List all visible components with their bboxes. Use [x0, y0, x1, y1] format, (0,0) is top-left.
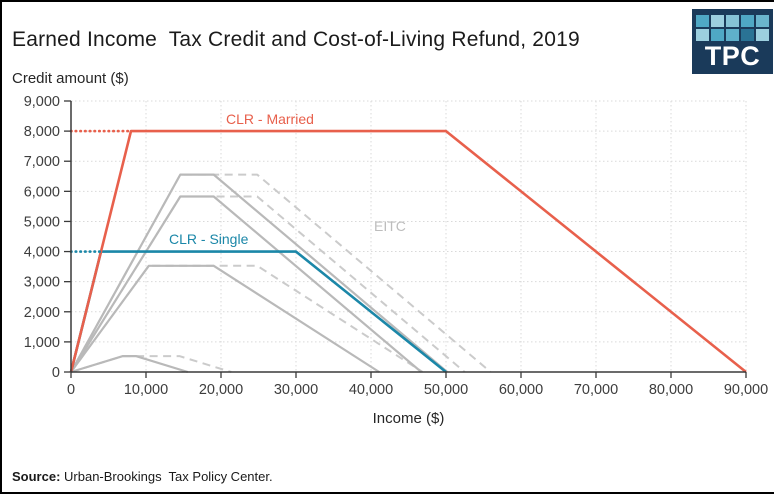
tpc-logo-squares-row2 [696, 29, 769, 41]
series-eitc-single-2-children [70, 195, 423, 373]
y-tick-label-9000: 9,000 [24, 94, 60, 110]
y-tick-label-8000: 8,000 [24, 124, 60, 140]
tpc-logo-square-row2-5 [756, 29, 769, 41]
clr-married-label: CLR - Married [226, 111, 314, 127]
x-tick-label-30000: 30,000 [274, 382, 318, 398]
tpc-logo-text: TPC [704, 41, 761, 71]
y-tick-label-7000: 7,000 [24, 154, 60, 170]
y-tick-label-3000: 3,000 [24, 275, 60, 291]
series-eitc-married-2-children [70, 195, 466, 373]
tpc-logo-square-row1-4 [741, 15, 754, 27]
x-tick-label-80000: 80,000 [649, 382, 693, 398]
y-axis-title: Credit amount ($) [12, 70, 129, 87]
x-tick-label-40000: 40,000 [349, 382, 393, 398]
tpc-logo-squares-grid [696, 15, 769, 41]
series-clr-married [69, 129, 747, 374]
series-eitc-married-3-children [70, 173, 492, 373]
source-label: Source: [12, 469, 61, 484]
tpc-logo-square-row1-5 [756, 15, 769, 27]
y-tick-label-0: 0 [52, 365, 60, 381]
tpc-logo: TPC [692, 9, 773, 74]
y-tick-label-2000: 2,000 [24, 305, 60, 321]
x-tick-label-10000: 10,000 [124, 382, 168, 398]
x-tick-label-50000: 50,000 [424, 382, 468, 398]
y-tick-label-4000: 4,000 [24, 245, 60, 261]
tpc-logo-square-row1-2 [711, 15, 724, 27]
tpc-logo-square-row2-1 [696, 29, 709, 41]
tpc-logo-square-row2-4 [741, 29, 754, 41]
eitc-label: EITC [374, 218, 406, 234]
source-text: Urban-Brookings Tax Policy Center. [60, 469, 273, 484]
y-tick-label-1000: 1,000 [24, 335, 60, 351]
x-tick-label-70000: 70,000 [574, 382, 618, 398]
tpc-logo-squares-row1 [696, 15, 769, 27]
series-eitc-married-1-child [70, 264, 424, 373]
x-tick-label-60000: 60,000 [499, 382, 543, 398]
series-eitc-single-no-children [70, 355, 189, 374]
x-tick-label-90000: 90,000 [724, 382, 768, 398]
tpc-logo-square-row2-3 [726, 29, 739, 41]
source-line: Source: Urban-Brookings Tax Policy Cente… [12, 469, 726, 485]
x-tick-label-0: 0 [67, 382, 75, 398]
tpc-logo-square-row2-2 [711, 29, 724, 41]
y-tick-label-6000: 6,000 [24, 184, 60, 200]
x-axis-title: Income ($) [372, 410, 445, 427]
clr-single-label: CLR - Single [169, 231, 249, 247]
page-title: Earned Income Tax Credit and Cost-of-Liv… [12, 28, 580, 51]
x-tick-label-20000: 20,000 [199, 382, 243, 398]
y-tick-label-5000: 5,000 [24, 214, 60, 230]
series-eitc-single-3-children [70, 173, 448, 373]
tpc-logo-square-row1-3 [726, 15, 739, 27]
tpc-logo-square-row1-1 [696, 15, 709, 27]
footnotes: Source: Urban-Brookings Tax Policy Cente… [12, 438, 726, 492]
series-eitc-single-1-child [70, 264, 380, 373]
